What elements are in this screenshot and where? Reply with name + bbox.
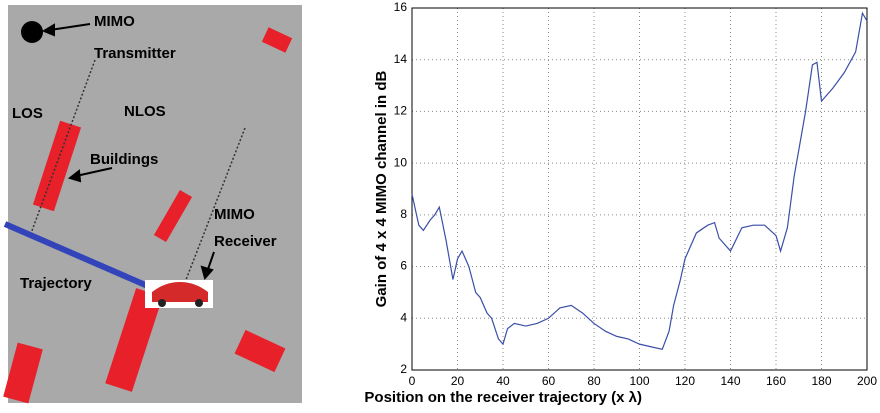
transmitter-icon xyxy=(21,21,43,43)
scenario-diagram: MIMO Transmitter LOS NLOS Buildings MIMO… xyxy=(3,5,302,403)
x-tick-label: 40 xyxy=(496,374,510,388)
y-tick-label: 16 xyxy=(394,0,408,14)
x-tick-label: 100 xyxy=(629,374,649,388)
y-tick-label: 6 xyxy=(400,259,407,273)
y-tick-label: 12 xyxy=(394,104,408,118)
y-tick-label: 14 xyxy=(394,52,408,66)
x-tick-label: 20 xyxy=(451,374,465,388)
x-tick-label: 0 xyxy=(409,374,416,388)
x-tick-label: 140 xyxy=(720,374,740,388)
x-tick-label: 120 xyxy=(675,374,695,388)
figure: MIMO Transmitter LOS NLOS Buildings MIMO… xyxy=(0,0,880,413)
label: MIMO xyxy=(214,206,255,223)
line-chart: Position on the receiver trajectory (x λ… xyxy=(364,0,877,406)
y-tick-label: 10 xyxy=(394,155,408,169)
x-tick-label: 200 xyxy=(857,374,877,388)
y-tick-label: 4 xyxy=(400,310,407,324)
label: NLOS xyxy=(124,103,166,120)
page: MIMO Transmitter LOS NLOS Buildings MIMO… xyxy=(0,0,880,413)
x-tick-label: 180 xyxy=(811,374,831,388)
y-tick-label: 8 xyxy=(400,207,407,221)
y-axis-label: Gain of 4 x 4 MIMO channel in dB xyxy=(373,70,390,307)
label: Buildings xyxy=(90,151,158,168)
x-tick-label: 60 xyxy=(542,374,556,388)
x-tick-label: 80 xyxy=(587,374,601,388)
y-tick-label: 2 xyxy=(400,362,407,376)
label: Trajectory xyxy=(20,275,92,292)
x-axis-label: Position on the receiver trajectory (x λ… xyxy=(364,389,642,406)
data-line xyxy=(412,13,867,349)
label: Transmitter xyxy=(94,45,176,62)
label: Receiver xyxy=(214,233,277,250)
x-tick-label: 160 xyxy=(766,374,786,388)
car-wheel xyxy=(195,299,203,307)
car-wheel xyxy=(158,299,166,307)
label: MIMO xyxy=(94,13,135,30)
label: LOS xyxy=(12,105,43,122)
